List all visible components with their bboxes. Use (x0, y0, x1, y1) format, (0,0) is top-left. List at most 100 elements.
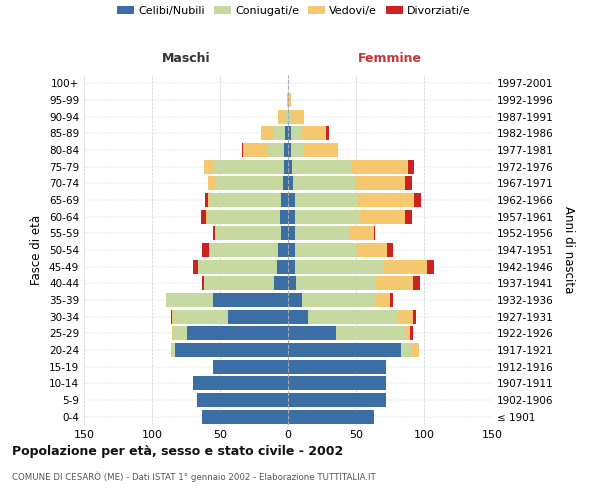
Bar (216, 226, 281, 240)
Bar (288, 110, 291, 124)
Bar (405, 176, 412, 190)
Bar (360, 210, 405, 224)
Bar (288, 360, 386, 374)
Bar (288, 93, 291, 107)
Bar (293, 176, 355, 190)
Bar (172, 326, 174, 340)
Text: Popolazione per età, sesso e stato civile - 2002: Popolazione per età, sesso e stato civil… (12, 445, 343, 458)
Legend: Celibi/Nubili, Coniugati/e, Vedovi/e, Divorziati/e: Celibi/Nubili, Coniugati/e, Vedovi/e, Di… (118, 6, 470, 16)
Bar (288, 243, 295, 257)
Bar (274, 126, 285, 140)
Bar (288, 210, 295, 224)
Bar (413, 310, 416, 324)
Bar (387, 243, 393, 257)
Bar (277, 260, 288, 274)
Bar (285, 126, 288, 140)
Bar (187, 326, 288, 340)
Bar (274, 276, 288, 290)
Bar (172, 310, 174, 324)
Bar (304, 143, 338, 157)
Bar (175, 343, 288, 357)
Bar (401, 343, 412, 357)
Bar (166, 293, 213, 307)
Bar (288, 193, 295, 207)
Bar (209, 243, 211, 257)
Bar (376, 293, 390, 307)
Bar (242, 143, 243, 157)
Bar (213, 226, 215, 240)
Bar (172, 343, 175, 357)
Bar (295, 260, 383, 274)
Bar (203, 276, 274, 290)
Bar (375, 276, 413, 290)
Bar (288, 143, 291, 157)
Bar (288, 260, 295, 274)
Bar (413, 276, 420, 290)
Bar (295, 226, 349, 240)
Bar (215, 226, 216, 240)
Bar (213, 360, 288, 374)
Bar (397, 310, 413, 324)
Bar (410, 326, 413, 340)
Bar (292, 160, 350, 174)
Bar (291, 143, 304, 157)
Bar (405, 210, 412, 224)
Bar (288, 343, 401, 357)
Bar (171, 310, 172, 324)
Bar (280, 210, 288, 224)
Bar (296, 276, 375, 290)
Bar (302, 126, 326, 140)
Bar (198, 260, 277, 274)
Bar (268, 143, 284, 157)
Bar (278, 243, 288, 257)
Bar (193, 260, 198, 274)
Bar (285, 110, 288, 124)
Bar (288, 393, 386, 407)
Bar (281, 226, 288, 240)
Bar (412, 343, 419, 357)
Bar (288, 410, 374, 424)
Bar (291, 110, 304, 124)
Bar (278, 110, 285, 124)
Y-axis label: Fasce di età: Fasce di età (31, 215, 43, 285)
Y-axis label: Anni di nascita: Anni di nascita (562, 206, 575, 294)
Bar (174, 310, 228, 324)
Bar (206, 210, 208, 224)
Bar (326, 126, 329, 140)
Bar (171, 343, 172, 357)
Bar (302, 293, 376, 307)
Bar (193, 376, 288, 390)
Bar (308, 310, 397, 324)
Bar (390, 293, 393, 307)
Bar (205, 193, 208, 207)
Bar (350, 160, 407, 174)
Bar (374, 226, 375, 240)
Bar (213, 160, 284, 174)
Bar (174, 326, 187, 340)
Bar (288, 226, 295, 240)
Bar (383, 260, 427, 274)
Bar (208, 193, 211, 207)
Bar (284, 160, 288, 174)
Bar (284, 143, 288, 157)
Bar (202, 410, 288, 424)
Bar (243, 143, 268, 157)
Bar (208, 176, 215, 190)
Bar (288, 293, 302, 307)
Text: Maschi: Maschi (161, 52, 211, 65)
Text: COMUNE DI CESARÒ (ME) - Dati ISTAT 1° gennaio 2002 - Elaborazione TUTTITALIA.IT: COMUNE DI CESARÒ (ME) - Dati ISTAT 1° ge… (12, 472, 376, 482)
Bar (203, 160, 213, 174)
Bar (295, 193, 358, 207)
Bar (261, 126, 274, 140)
Bar (288, 276, 296, 290)
Bar (288, 326, 335, 340)
Bar (228, 310, 288, 324)
Bar (211, 243, 278, 257)
Bar (407, 160, 415, 174)
Bar (287, 93, 288, 107)
Bar (355, 176, 405, 190)
Bar (295, 210, 360, 224)
Bar (415, 193, 421, 207)
Bar (283, 176, 288, 190)
Bar (349, 226, 374, 240)
